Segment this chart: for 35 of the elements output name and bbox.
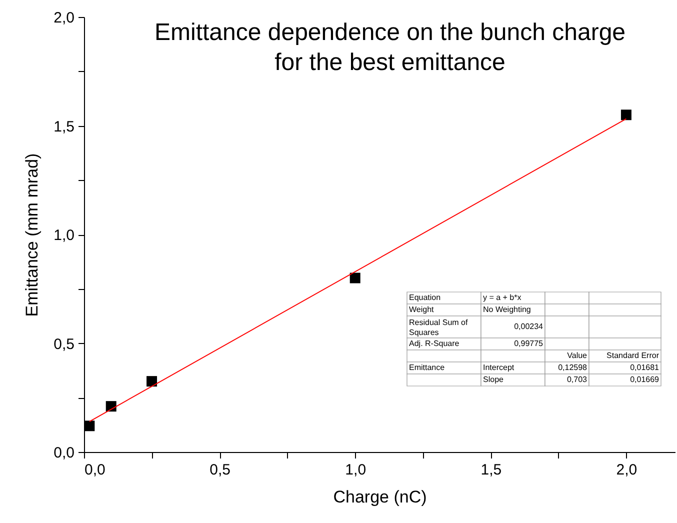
y-tick-label: 0,5 [54, 336, 74, 353]
annotation: Value [567, 351, 588, 360]
x-axis-title: Charge (nC) [333, 488, 427, 506]
y-tick-label: 2,0 [54, 10, 74, 26]
y-tick-label: 1,5 [54, 118, 74, 136]
text: Emittance dependence on the bunch charge for the best emittance [154, 19, 626, 76]
x-tick-label: 1,0 [345, 462, 366, 478]
x-tick-label: 0,0 [84, 462, 106, 478]
y-tick-label: 0,0 [54, 444, 74, 462]
annotation: No Weighting [483, 305, 531, 314]
annotation: Emittance [409, 363, 446, 372]
annotation: Residual Sum of Squares [409, 318, 468, 337]
annotation: Slope [483, 375, 504, 384]
y-tick-label: 1,0 [54, 227, 74, 244]
point [350, 272, 360, 284]
x-tick-label: 1,5 [480, 462, 502, 478]
annotation: Adj. R-Square [409, 339, 460, 348]
annotation: 0,01681 [630, 363, 660, 372]
annotation: 0,99775 [514, 339, 544, 348]
annotation: Intercept [483, 363, 515, 372]
annotation: Equation [409, 293, 441, 302]
point [106, 401, 116, 412]
annotation: 0,703 [566, 375, 588, 384]
point [146, 376, 158, 387]
annotation: Standard Error [606, 351, 660, 360]
annotation: y = a + b*x [483, 293, 522, 302]
x-tick-label: 2,0 [616, 462, 638, 478]
annotation: Weight [409, 305, 435, 314]
x-tick-label: 0,5 [210, 462, 230, 478]
annotation: 0,00234 [514, 322, 544, 331]
point [620, 110, 632, 120]
point [84, 420, 95, 432]
y-axis-title: Emittance (mm mrad) [22, 153, 42, 317]
annotation: 0,12598 [558, 363, 588, 372]
annotation: 0,01669 [630, 375, 660, 384]
